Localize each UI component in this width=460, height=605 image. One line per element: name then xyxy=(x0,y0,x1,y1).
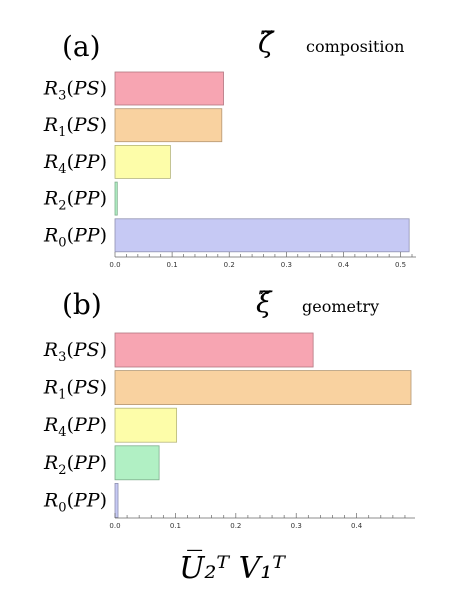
panel-a: (a) ζ̃ composition R3(PS) R1(PS) R4(PP) R2(… xyxy=(43,26,416,269)
category-label-r2pp: R2(PP) xyxy=(43,452,107,478)
panel-b-symbol: ξ̃ xyxy=(256,286,273,319)
category-label-r1ps: R1(PS) xyxy=(43,114,107,140)
bar-r4pp xyxy=(114,407,178,443)
category-label-r3ps: R3(PS) xyxy=(43,78,107,104)
panel-a-bars xyxy=(114,71,410,253)
category-label-r4pp: R4(PP) xyxy=(43,151,107,177)
x-axis-label: U̅₂ᵀ V₁ᵀ xyxy=(179,550,286,586)
bar-r0pp xyxy=(114,218,410,253)
x-tick-label: 0.1 xyxy=(170,522,181,530)
panel-b-title: geometry xyxy=(302,297,379,316)
panel-a-label: (a) xyxy=(62,30,101,63)
category-label-r4pp: R4(PP) xyxy=(43,414,107,440)
x-tick-label: 0.2 xyxy=(230,522,241,530)
x-tick-label: 0.0 xyxy=(109,261,120,269)
x-tick-label: 0.0 xyxy=(109,522,120,530)
bar-r2pp xyxy=(114,181,118,216)
panel-b-bars xyxy=(114,332,412,518)
x-tick-label: 0.2 xyxy=(224,261,235,269)
bar-r2pp xyxy=(114,445,160,481)
bar-r1ps xyxy=(114,108,223,143)
panel-a-x-axis: 0.0 0.1 0.2 0.3 0.4 0.5 xyxy=(109,252,416,269)
category-label-r1ps: R1(PS) xyxy=(43,377,107,403)
panel-b-label: (b) xyxy=(62,288,102,321)
panel-a-symbol: ζ̃ xyxy=(258,26,275,59)
bar-r0pp xyxy=(114,482,119,518)
bar-r4pp xyxy=(114,144,171,179)
x-tick-label: 0.4 xyxy=(351,522,363,530)
x-tick-label: 0.3 xyxy=(281,261,292,269)
bar-r3ps xyxy=(114,71,224,106)
panel-b: (b) ξ̃ geometry R3(PS) R1(PS) R4(PP) R2(PP)… xyxy=(43,286,415,530)
panel-a-category-labels: R3(PS) R1(PS) R4(PP) R2(PP) R0(PP) xyxy=(43,78,107,251)
category-label-r3ps: R3(PS) xyxy=(43,339,107,365)
bar-r3ps xyxy=(114,332,314,368)
category-label-r0pp: R0(PP) xyxy=(43,489,107,515)
category-label-r2pp: R2(PP) xyxy=(43,188,107,214)
x-tick-label: 0.5 xyxy=(395,261,406,269)
x-tick-label: 0.4 xyxy=(338,261,350,269)
panel-b-x-axis: 0.0 0.1 0.2 0.3 0.4 xyxy=(109,513,415,530)
panel-b-category-labels: R3(PS) R1(PS) R4(PP) R2(PP) R0(PP) xyxy=(43,339,107,515)
bar-r1ps xyxy=(114,370,412,406)
x-tick-label: 0.1 xyxy=(167,261,178,269)
category-label-r0pp: R0(PP) xyxy=(43,224,107,250)
panel-a-title: composition xyxy=(306,37,404,56)
x-tick-label: 0.3 xyxy=(291,522,302,530)
